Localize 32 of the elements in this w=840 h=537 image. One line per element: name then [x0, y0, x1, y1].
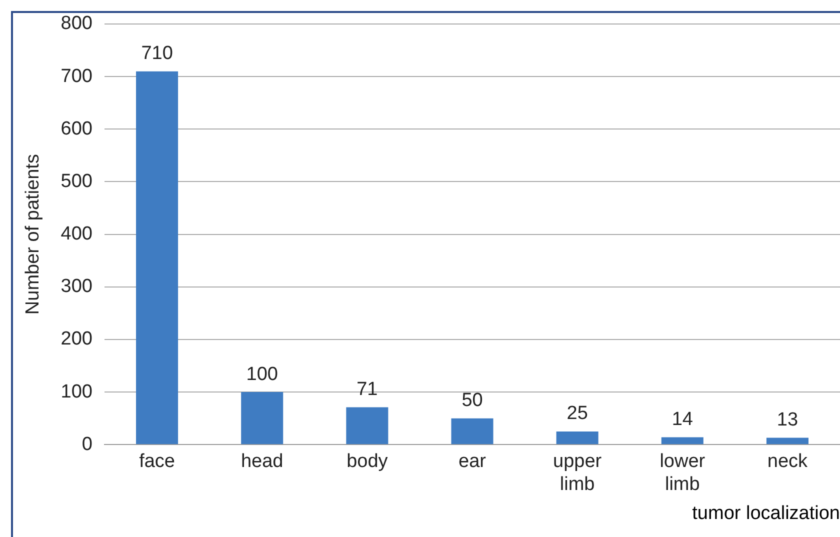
bar: [556, 431, 598, 444]
x-tick-label: upper limb: [553, 451, 602, 496]
bar: [136, 71, 178, 444]
y-tick-label: 100: [60, 381, 92, 402]
bar: [451, 418, 494, 444]
bar: [241, 392, 284, 444]
x-tick-label: neck: [767, 451, 808, 472]
x-tick-label: lower limb: [660, 451, 706, 496]
y-axis-title: Number of patients: [22, 154, 44, 315]
bar: [661, 437, 704, 444]
y-tick-label: 700: [60, 66, 92, 87]
data-label: 13: [776, 410, 798, 430]
data-label: 50: [462, 390, 483, 412]
y-tick-label: 500: [60, 170, 92, 192]
data-label: 710: [141, 43, 173, 64]
y-tick-label: 200: [60, 328, 92, 350]
x-tick-label: ear: [458, 451, 487, 472]
data-label: 25: [566, 403, 588, 424]
bar: [346, 407, 388, 444]
data-label: 71: [356, 379, 378, 400]
y-tick-label: 400: [60, 224, 92, 245]
x-tick-label: face: [139, 451, 175, 472]
y-tick-label: 800: [60, 13, 92, 34]
bar: [766, 438, 808, 444]
data-label: 100: [246, 364, 278, 385]
y-tick-label: 600: [60, 118, 92, 140]
x-tick-label: body: [346, 451, 388, 472]
y-tick-label: 0: [82, 434, 92, 455]
data-label: 14: [672, 408, 694, 430]
x-tick-label: head: [240, 451, 284, 472]
x-axis-title: tumor localization: [692, 502, 840, 524]
y-tick-label: 300: [60, 276, 92, 298]
